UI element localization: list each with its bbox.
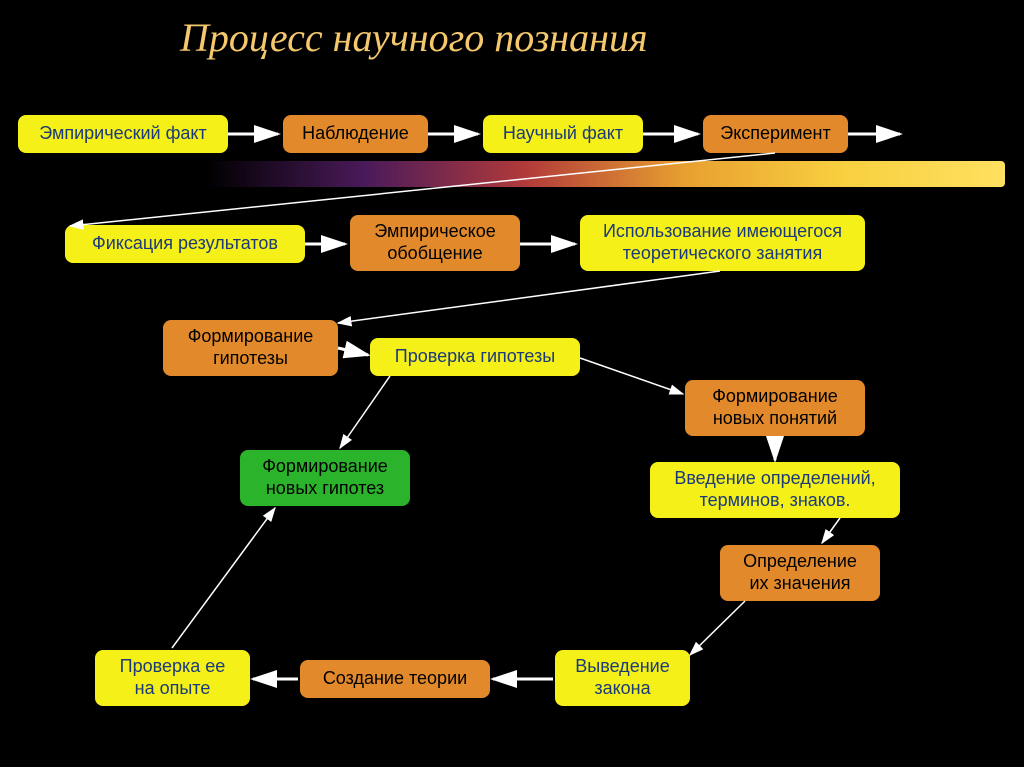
node-n2: Наблюдение [283, 115, 428, 153]
node-n8: Формированиегипотезы [163, 320, 338, 376]
node-n4: Эксперимент [703, 115, 848, 153]
node-n3: Научный факт [483, 115, 643, 153]
node-n15: Создание теории [300, 660, 490, 698]
node-n6: Эмпирическоеобобщение [350, 215, 520, 271]
gradient-bar [205, 161, 1005, 187]
node-n10: Формированиеновых понятий [685, 380, 865, 436]
node-n14: Проверка еена опыте [95, 650, 250, 706]
node-n12: Введение определений,терминов, знаков. [650, 462, 900, 518]
node-n11: Формированиеновых гипотез [240, 450, 410, 506]
node-n9: Проверка гипотезы [370, 338, 580, 376]
node-n16: Выведениезакона [555, 650, 690, 706]
node-n5: Фиксация результатов [65, 225, 305, 263]
node-n1: Эмпирический факт [18, 115, 228, 153]
node-n13: Определениеих значения [720, 545, 880, 601]
diagram-title: Процесс научного познания [180, 14, 648, 61]
node-n7: Использование имеющегосятеоретического з… [580, 215, 865, 271]
